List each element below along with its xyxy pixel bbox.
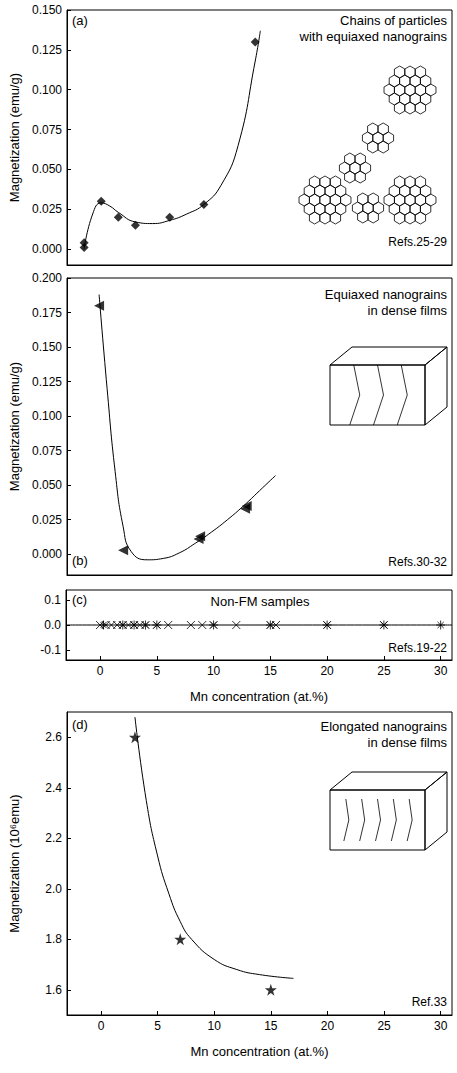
svg-text:Refs.30-32: Refs.30-32	[388, 555, 447, 569]
svg-text:10: 10	[207, 664, 221, 678]
svg-text:1.6: 1.6	[45, 983, 62, 997]
svg-text:2.6: 2.6	[45, 730, 62, 744]
svg-text:0.025: 0.025	[32, 202, 62, 216]
svg-text:(a): (a)	[72, 13, 88, 28]
svg-text:Magnetization (emu/g): Magnetization (emu/g)	[7, 362, 22, 491]
svg-text:Magnetization (10⁶emu): Magnetization (10⁶emu)	[7, 794, 22, 932]
svg-text:(d): (d)	[72, 717, 88, 732]
svg-text:Non-FM samples: Non-FM samples	[211, 594, 310, 609]
svg-text:Equiaxed nanograins: Equiaxed nanograins	[325, 287, 448, 302]
svg-text:(b): (b)	[72, 553, 88, 568]
svg-text:with equiaxed nanograins: with equiaxed nanograins	[299, 29, 448, 44]
svg-text:20: 20	[321, 1019, 335, 1033]
svg-text:0.100: 0.100	[32, 409, 62, 423]
svg-text:25: 25	[377, 1019, 391, 1033]
svg-text:20: 20	[320, 664, 334, 678]
svg-text:2.0: 2.0	[45, 882, 62, 896]
svg-text:Magnetization (emu/g): Magnetization (emu/g)	[7, 73, 22, 202]
svg-text:1.8: 1.8	[45, 932, 62, 946]
svg-text:0.125: 0.125	[32, 375, 62, 389]
svg-text:15: 15	[264, 664, 278, 678]
svg-text:0.175: 0.175	[32, 306, 62, 320]
svg-text:30: 30	[434, 1019, 448, 1033]
svg-text:5: 5	[153, 664, 160, 678]
svg-text:0: 0	[98, 1019, 105, 1033]
svg-text:5: 5	[154, 1019, 161, 1033]
svg-text:0.125: 0.125	[32, 43, 62, 57]
svg-text:15: 15	[264, 1019, 278, 1033]
svg-text:Refs.25-29: Refs.25-29	[388, 235, 447, 249]
svg-text:0.200: 0.200	[32, 271, 62, 285]
svg-text:Ref.33: Ref.33	[412, 995, 448, 1009]
svg-text:Elongated nanograins: Elongated nanograins	[321, 719, 448, 734]
svg-text:0.150: 0.150	[32, 340, 62, 354]
svg-text:0.000: 0.000	[32, 547, 62, 561]
svg-text:in dense films: in dense films	[368, 303, 448, 318]
svg-text:Mn concentration (at.%): Mn concentration (at.%)	[190, 1044, 328, 1059]
svg-text:0.100: 0.100	[32, 83, 62, 97]
svg-text:0.150: 0.150	[32, 3, 62, 17]
svg-text:30: 30	[434, 664, 448, 678]
svg-text:in dense films: in dense films	[368, 735, 448, 750]
svg-text:0.000: 0.000	[32, 242, 62, 256]
svg-text:0.0: 0.0	[44, 618, 61, 632]
svg-text:Refs.19-22: Refs.19-22	[388, 641, 447, 655]
svg-text:0.075: 0.075	[32, 444, 62, 458]
svg-text:0.050: 0.050	[32, 162, 62, 176]
svg-text:-0.1: -0.1	[40, 643, 61, 657]
svg-text:0.1: 0.1	[44, 593, 61, 607]
svg-text:10: 10	[208, 1019, 222, 1033]
svg-text:0: 0	[97, 664, 104, 678]
svg-text:Mn concentration (at.%): Mn concentration (at.%)	[190, 689, 328, 704]
svg-text:0.050: 0.050	[32, 478, 62, 492]
svg-text:(c): (c)	[72, 592, 87, 607]
svg-text:0.075: 0.075	[32, 123, 62, 137]
svg-text:25: 25	[377, 664, 391, 678]
svg-text:2.2: 2.2	[45, 831, 62, 845]
svg-text:0.025: 0.025	[32, 513, 62, 527]
svg-text:Chains of particles: Chains of particles	[340, 13, 447, 28]
svg-text:2.4: 2.4	[45, 781, 62, 795]
